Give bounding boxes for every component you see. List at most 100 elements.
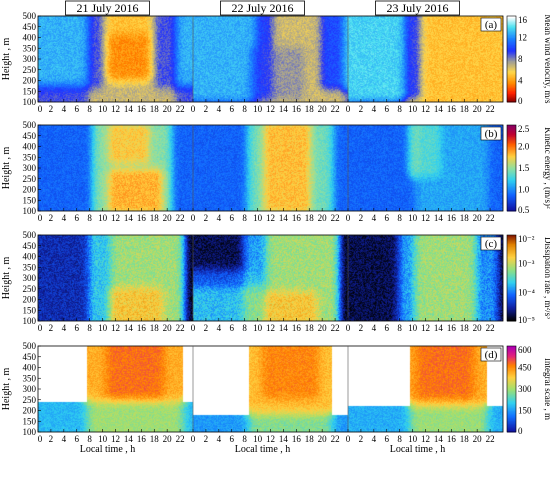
x-tick-label: 20 (473, 213, 483, 223)
colorbar-cell (507, 384, 516, 387)
colorbar-cell (507, 255, 516, 257)
colorbar-cell (507, 420, 516, 423)
x-tick-label: 22 (486, 213, 495, 223)
colorbar-cell (507, 73, 516, 76)
colorbar-cell (507, 430, 516, 433)
x-tick-label: 6 (230, 434, 235, 444)
colorbar-cell (507, 429, 516, 432)
date-label-text: 23 July 2016 (386, 1, 448, 15)
colorbar-cell (507, 416, 516, 419)
colorbar-cell (507, 308, 516, 311)
x-tick-label: 12 (266, 213, 275, 223)
colorbar-cell (507, 71, 516, 74)
x-tick-label: 16 (137, 213, 147, 223)
colorbar-cell (507, 40, 516, 43)
x-tick-label: 10 (408, 323, 418, 333)
x-tick-label: 2 (204, 104, 209, 114)
colorbar-cell (507, 41, 516, 44)
x-tick-label: 18 (460, 213, 470, 223)
colorbar-cell (507, 79, 516, 81)
x-tick-label: 14 (434, 104, 444, 114)
colorbar-cell (507, 257, 516, 260)
colorbar-cell (507, 376, 516, 379)
colorbar-cell (507, 285, 516, 288)
x-tick-label: 20 (473, 323, 483, 333)
x-tick-label: 22 (331, 434, 340, 444)
colorbar-cell (507, 286, 516, 289)
x-axis-label: Local time , h (80, 444, 136, 455)
colorbar-cell (507, 269, 516, 272)
x-tick-label: 12 (421, 213, 430, 223)
y-tick-label: 500 (23, 341, 37, 351)
colorbar-cell (507, 169, 516, 172)
colorbar-cell (507, 17, 516, 20)
colorbar-cell (507, 377, 516, 380)
panel-tag-text: (d) (485, 349, 498, 361)
colorbar-cell (507, 367, 516, 370)
x-tick-label: 8 (87, 213, 92, 223)
colorbar-cell (507, 59, 516, 61)
x-tick-label: 4 (62, 213, 67, 223)
colorbar-label: Integral scale , m (543, 358, 550, 420)
colorbar-cell (507, 303, 516, 306)
colorbar-cell (507, 165, 516, 168)
colorbar-cell (507, 77, 516, 80)
x-tick-label: 6 (230, 323, 235, 333)
colorbar-cell (507, 146, 516, 149)
x-tick-label: 4 (372, 434, 377, 444)
colorbar-cell (507, 313, 516, 316)
x-tick-label: 0 (38, 104, 43, 114)
x-tick-label: 12 (421, 434, 430, 444)
colorbar-cell (507, 31, 516, 34)
colorbar-cell (507, 200, 516, 203)
y-tick-label: 350 (23, 373, 37, 383)
colorbar-label: Mean wind velocity, m/s (543, 15, 550, 104)
x-tick-label: 14 (279, 213, 289, 223)
colorbar-tick-label: 8 (518, 54, 523, 64)
colorbar-cell (507, 276, 516, 279)
y-tick-label: 300 (23, 273, 37, 283)
colorbar-label: Kinetic energy , (m/s)² (543, 127, 550, 209)
colorbar-frame (506, 234, 517, 322)
x-tick-label: 6 (230, 213, 235, 223)
x-tick-label: 10 (98, 434, 108, 444)
colorbar-cell (507, 350, 516, 353)
x-tick-label: 16 (137, 104, 147, 114)
x-tick-label: 0 (38, 323, 43, 333)
date-label-text: 22 July 2016 (231, 1, 293, 15)
colorbar-cell (507, 192, 516, 195)
x-tick-label: 20 (318, 323, 328, 333)
colorbar-cell (507, 426, 516, 429)
colorbar-cell (507, 283, 516, 286)
colorbar-cell (507, 61, 516, 64)
y-axis-label: Height , m (1, 38, 12, 81)
date-label-1: 21 July 2016 (65, 0, 150, 16)
colorbar-cell (507, 366, 516, 368)
colorbar-cell (507, 136, 516, 139)
colorbar-cell (507, 302, 516, 305)
x-tick-label: 0 (346, 104, 351, 114)
colorbar-cell (507, 315, 516, 318)
colorbar-tick-label: 300 (518, 384, 532, 394)
y-tick-label: 450 (23, 352, 37, 362)
colorbar-cell (507, 87, 516, 90)
x-tick-label: 2 (49, 104, 54, 114)
colorbar-cell (507, 380, 516, 383)
x-tick-label: 18 (150, 213, 160, 223)
x-tick-label: 12 (266, 104, 275, 114)
date-label-3: 23 July 2016 (375, 0, 460, 16)
x-tick-label: 10 (408, 434, 418, 444)
colorbar-cell (507, 198, 516, 201)
colorbar-cell (507, 298, 516, 300)
x-tick-label: 2 (359, 213, 364, 223)
x-tick-label: 22 (331, 323, 340, 333)
colorbar-cell (507, 319, 516, 322)
colorbar-cell (507, 166, 516, 169)
colorbar-cell (507, 245, 516, 247)
y-tick-label: 300 (23, 163, 37, 173)
colorbar-cell (507, 36, 516, 38)
colorbar-tick-label: 16 (518, 15, 528, 25)
colorbar-cell (507, 96, 516, 99)
x-tick-label: 18 (305, 434, 315, 444)
